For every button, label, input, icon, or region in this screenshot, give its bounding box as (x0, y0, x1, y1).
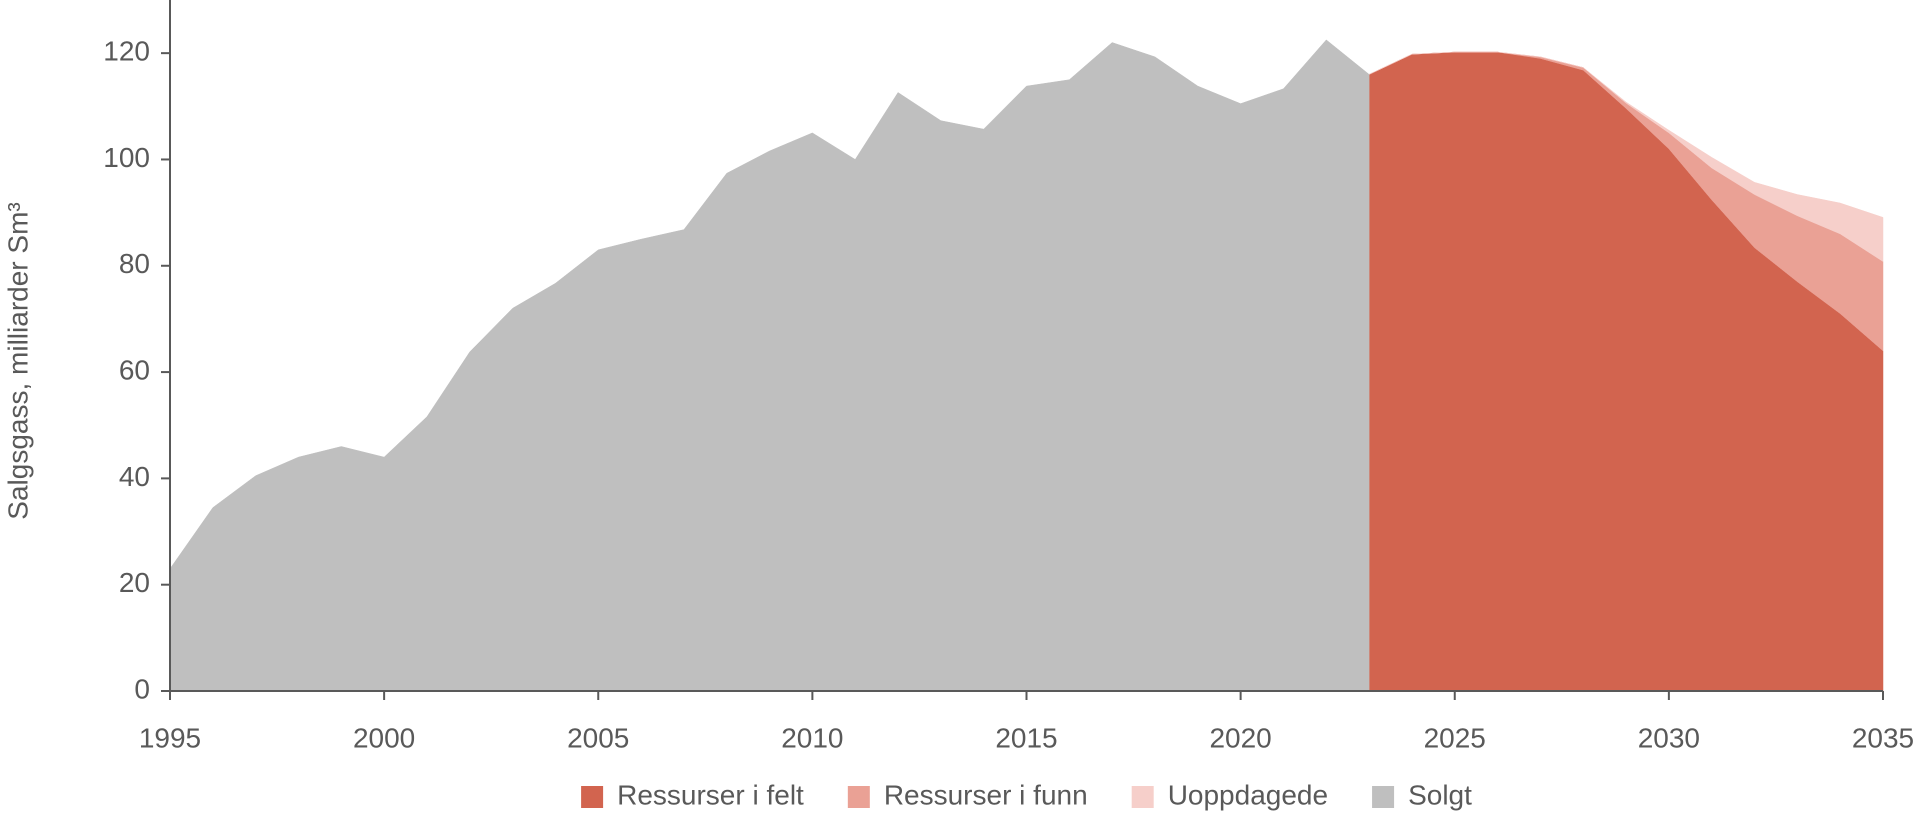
legend-label: Ressurser i funn (884, 779, 1088, 810)
x-tick-label: 2015 (995, 722, 1057, 753)
y-tick-label: 100 (103, 142, 150, 173)
areas (169, 39, 1884, 692)
y-tick-label: 0 (134, 673, 150, 704)
legend-label: Solgt (1408, 779, 1472, 810)
y-axis-label: Salgsgass, milliarder Sm³ (2, 202, 33, 519)
legend-label: Uoppdagede (1168, 779, 1328, 810)
y-tick-label: 120 (103, 36, 150, 67)
x-tick-label: 2010 (781, 722, 843, 753)
area (169, 39, 1370, 692)
area (1368, 51, 1884, 262)
x-tick-label: 2005 (567, 722, 629, 753)
x-tick-label: 2030 (1638, 722, 1700, 753)
y-tick-label: 60 (119, 354, 150, 385)
legend-label: Ressurser i felt (617, 779, 804, 810)
y-tick-label: 20 (119, 567, 150, 598)
x-tick-label: 2025 (1424, 722, 1486, 753)
x-tick-label: 1995 (139, 722, 201, 753)
y-tick-label: 80 (119, 248, 150, 279)
legend-swatch (1131, 786, 1154, 808)
area (1368, 51, 1884, 692)
legend-swatch (847, 786, 870, 808)
x-tick-label: 2000 (353, 722, 415, 753)
x-tick-label: 2020 (1209, 722, 1271, 753)
y-tick-label: 40 (119, 461, 150, 492)
x-tick-label: 2035 (1852, 722, 1914, 753)
legend-swatch (581, 786, 604, 808)
legend: Ressurser i felt Ressurser i funn Uoppdage… (581, 779, 1472, 810)
legend-swatch (1372, 786, 1395, 808)
